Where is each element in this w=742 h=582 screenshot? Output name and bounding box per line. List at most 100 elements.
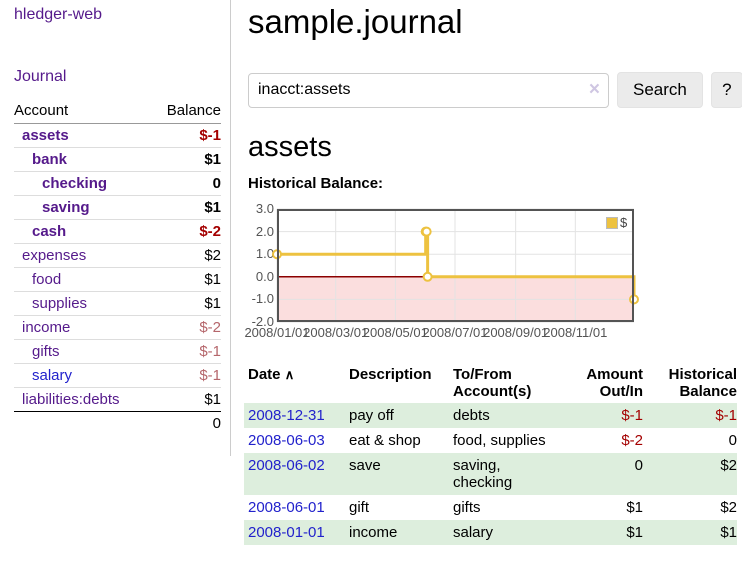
search-input[interactable] (248, 72, 609, 108)
transaction-description: gift (349, 499, 370, 516)
sort-ascending-icon: ∧ (284, 367, 295, 382)
account-link-assets[interactable]: assets (22, 127, 69, 144)
transaction-amount: $1 (626, 499, 643, 516)
register-header-date[interactable]: Date ∧ (248, 366, 295, 383)
account-row: liabilities:debts $1 (14, 388, 221, 412)
account-link-income[interactable]: income (22, 319, 71, 336)
accounts-header-balance: Balance (150, 99, 221, 124)
accounts-header-row: Account Balance (14, 99, 221, 124)
transaction-accounts: saving, checking (453, 457, 513, 491)
transaction-row[interactable]: 2008-01-01 income salary $1 $1 (244, 520, 737, 545)
account-link-salary[interactable]: salary (32, 367, 73, 384)
transaction-row[interactable]: 2008-06-02 save saving, checking 0 $2 (244, 453, 737, 495)
register-header-description: Description (349, 366, 432, 383)
transaction-accounts: gifts (453, 499, 481, 516)
chart-x-tick-label: 2008/11/01 (543, 325, 608, 340)
register-header-row: Date ∧ Description To/From Account(s) Am… (244, 363, 737, 403)
transaction-date-link[interactable]: 2008-01-01 (248, 524, 325, 541)
main-content: sample.journal × Search ? assets Histori… (231, 0, 742, 545)
account-row: checking 0 (14, 171, 221, 196)
account-row: salary $-1 (14, 363, 221, 388)
account-link-food[interactable]: food (32, 271, 62, 288)
account-balance: $-1 (150, 363, 221, 388)
nav-journal-link[interactable]: Journal (14, 68, 67, 85)
transaction-row[interactable]: 2008-12-31 pay off debts $-1 $-1 (244, 403, 737, 428)
transaction-row[interactable]: 2008-06-01 gift gifts $1 $2 (244, 495, 737, 520)
chart-x-tick-label: 2008/07/01 (422, 325, 488, 340)
account-balance: $-1 (150, 123, 221, 148)
accounts-total: 0 (150, 411, 221, 435)
chart-x-tick-label: 2008/01/01 (244, 325, 310, 340)
account-row: supplies $1 (14, 291, 221, 316)
chart-legend: $ (606, 215, 627, 230)
transaction-balance: 0 (728, 432, 737, 449)
accounts-header-account: Account (14, 99, 151, 124)
transaction-accounts: debts (453, 407, 490, 424)
account-link-expenses[interactable]: expenses (22, 247, 87, 264)
account-row: food $1 (14, 267, 221, 292)
register-header-accounts: To/From Account(s) (453, 366, 532, 400)
account-link-checking[interactable]: checking (42, 175, 108, 192)
transaction-amount: 0 (634, 457, 643, 474)
clear-search-icon[interactable]: × (588, 78, 600, 100)
transaction-accounts: food, supplies (453, 432, 546, 449)
page-title: sample.journal (248, 3, 463, 40)
chart-x-tick-label: 2008/09/01 (483, 325, 549, 340)
account-balance: $1 (150, 195, 221, 220)
chart-y-tick-label: -2.0 (251, 314, 274, 329)
accounts-table: Account Balance assets $-1 bank $1 check… (14, 99, 221, 435)
chart-x-tick-label: 2008/05/01 (362, 325, 428, 340)
transaction-balance: $1 (720, 524, 737, 541)
account-balance: $-2 (150, 315, 221, 340)
page: hledger-web Journal Account Balance asse… (0, 0, 742, 545)
account-link-bank[interactable]: bank (32, 151, 68, 168)
transaction-balance: $2 (720, 457, 737, 474)
account-row: bank $1 (14, 147, 221, 172)
register-header-balance: Historical Balance (668, 366, 737, 400)
search-bar: × Search ? (248, 72, 742, 108)
chart-x-tick-label: 2008/03/01 (303, 325, 369, 340)
chart-y-tick-label: -1.0 (251, 291, 274, 307)
chart-plot (272, 208, 639, 323)
account-link-gifts[interactable]: gifts (32, 343, 60, 360)
legend-label: $ (620, 215, 628, 230)
account-row: income $-2 (14, 315, 221, 340)
historical-balance-chart: 3.0 2.0 1.0 0.0 -1.0 -2.0 $ 2008/01/01 2008/03… (244, 201, 688, 340)
chart-y-tick-label: 3.0 (255, 201, 274, 216)
chart-title: Historical Balance: (248, 175, 384, 192)
transaction-amount: $-2 (621, 432, 643, 449)
transaction-date-link[interactable]: 2008-06-01 (248, 499, 325, 516)
search-button[interactable]: Search (617, 72, 703, 108)
sidebar: hledger-web Journal Account Balance asse… (0, 0, 231, 456)
chart-y-tick-label: 1.0 (255, 246, 274, 262)
account-balance: $1 (150, 267, 221, 292)
app-brand: hledger-web (14, 6, 221, 24)
transaction-row[interactable]: 2008-06-03 eat & shop food, supplies $-2… (244, 428, 737, 453)
account-row: gifts $-1 (14, 339, 221, 364)
transaction-description: save (349, 457, 381, 474)
account-balance: $2 (150, 243, 221, 268)
transaction-amount: $-1 (621, 407, 643, 424)
transaction-date-link[interactable]: 2008-06-03 (248, 432, 325, 449)
transaction-description: eat & shop (349, 432, 421, 449)
help-button[interactable]: ? (710, 72, 742, 108)
transaction-date-link[interactable]: 2008-12-31 (248, 407, 325, 424)
sidebar-nav: Journal (14, 68, 221, 86)
transaction-balance: $2 (720, 499, 737, 516)
account-row: assets $-1 (14, 123, 221, 148)
app-brand-link[interactable]: hledger-web (14, 6, 103, 23)
account-link-saving[interactable]: saving (42, 199, 90, 216)
legend-swatch-icon (606, 216, 618, 229)
account-link-liabilities-debts[interactable]: liabilities:debts (22, 391, 120, 408)
transaction-date-link[interactable]: 2008-06-02 (248, 457, 325, 474)
account-row: saving $1 (14, 195, 221, 220)
transaction-description: income (349, 524, 398, 541)
account-balance: $-1 (150, 339, 221, 364)
accounts-total-row: 0 (14, 411, 221, 435)
register-header-amount: Amount Out/In (586, 366, 643, 400)
transaction-balance: $-1 (715, 407, 737, 424)
account-balance: $-2 (150, 219, 221, 244)
account-balance: $1 (150, 291, 221, 316)
account-link-cash[interactable]: cash (32, 223, 67, 240)
account-link-supplies[interactable]: supplies (32, 295, 88, 312)
